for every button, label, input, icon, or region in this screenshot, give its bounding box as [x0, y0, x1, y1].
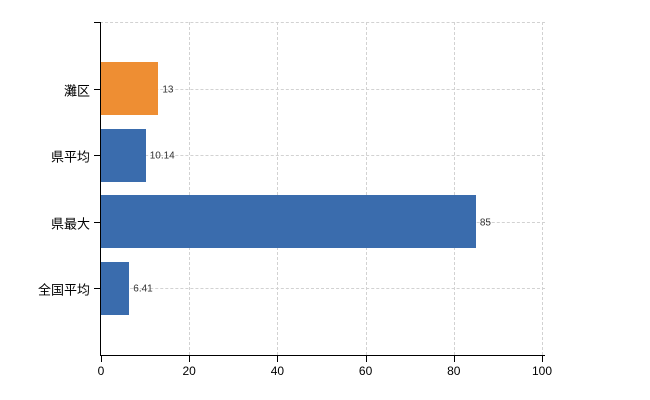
x-axis-tick-label: 100 [531, 364, 553, 378]
x-axis-line [100, 355, 545, 356]
x-axis-tick [189, 356, 191, 362]
y-axis-tick [94, 88, 100, 90]
x-axis-tick-label: 80 [447, 364, 461, 378]
x-axis-tick-label: 0 [97, 364, 105, 378]
category-label: 県平均 [50, 149, 90, 165]
horizontal-gridline [100, 88, 545, 90]
bar-3 [101, 195, 476, 249]
x-axis-tick [542, 356, 543, 362]
x-axis-tick [277, 356, 279, 362]
vertical-gridline [365, 22, 367, 355]
y-axis-tick [94, 155, 100, 157]
x-axis-tick-label: 40 [270, 364, 285, 378]
bar-value-label: 10.14 [149, 150, 175, 162]
horizontal-gridline [100, 288, 545, 290]
y-axis-tick [94, 288, 100, 290]
vertical-gridline [542, 22, 543, 355]
bar-value-label: 13 [162, 84, 174, 96]
horizontal-gridline [100, 155, 545, 157]
bar-1 [101, 62, 159, 116]
category-label: 灘区 [63, 83, 90, 99]
x-axis-tick [365, 356, 367, 362]
vertical-gridline [277, 22, 279, 355]
x-axis-tick [453, 356, 455, 362]
y-axis-line [100, 22, 101, 355]
vertical-gridline [189, 22, 191, 355]
y-axis-tick [94, 221, 100, 223]
bar-value-label: 85 [479, 217, 491, 229]
vertical-gridline [453, 22, 455, 355]
x-axis-tick-label: 20 [182, 364, 196, 378]
horizontal-gridline [100, 22, 545, 23]
x-axis-tick [101, 356, 102, 362]
bar-2 [101, 128, 146, 182]
bar-value-label: 6.41 [133, 283, 153, 295]
category-label: 全国平均 [37, 282, 90, 298]
category-label: 県最大 [50, 216, 90, 232]
bar-4 [101, 261, 130, 315]
x-axis-tick-label: 60 [358, 364, 373, 378]
y-axis-tick [94, 22, 100, 23]
